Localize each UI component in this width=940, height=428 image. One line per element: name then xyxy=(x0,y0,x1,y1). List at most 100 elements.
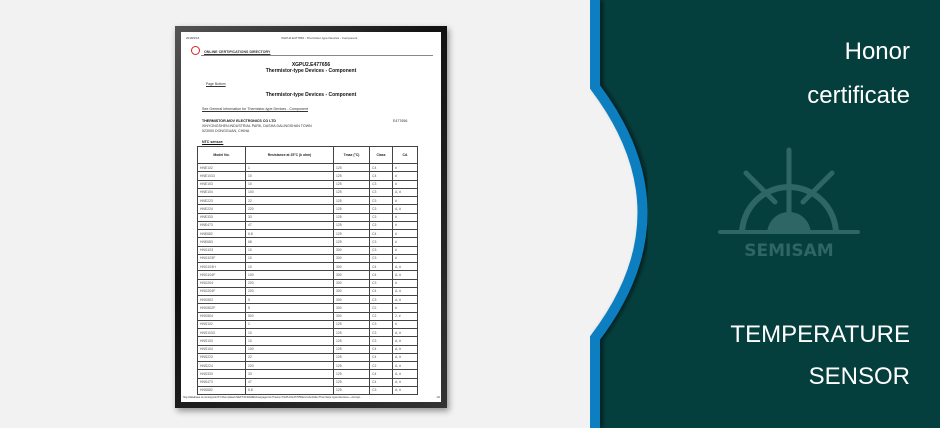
table-row: HNE473 47 125 C3 # xyxy=(197,220,418,231)
cell-resistance: 220 xyxy=(245,204,334,214)
cell-tmax: 125 xyxy=(333,179,370,189)
cell-ca: 2, # xyxy=(392,311,418,321)
cell-tmax: 300 xyxy=(333,294,370,305)
cell-ca: A, # xyxy=(392,261,418,272)
table-row: HNE103 10 125 C3 # xyxy=(197,179,418,189)
cell-model: HNG103 xyxy=(197,245,246,255)
cell-ca: A, # xyxy=(392,336,418,346)
cell-ca: # xyxy=(392,237,418,247)
certificate-document: 2018/2/16 XGPU2.E477656 - Thermistor-typ… xyxy=(181,32,441,402)
cell-ca: # xyxy=(392,220,418,231)
cell-resistance: 33 xyxy=(245,212,334,222)
cell-model: HNG103H xyxy=(197,261,246,272)
cell-ca: A, # xyxy=(392,294,418,305)
ul-logo-icon xyxy=(191,46,200,55)
cell-tmax: 125 xyxy=(333,212,370,222)
table-row: HNE224 220 125 C3 A, # xyxy=(197,204,418,214)
cell-class: C4 xyxy=(369,270,393,280)
cell-ca: # xyxy=(392,303,418,313)
cell-class: C3 xyxy=(369,212,393,222)
address-line-2: 523000 DONGGUAN, CHINA xyxy=(202,129,250,133)
cell-ca: # xyxy=(392,319,418,330)
cell-class: C4 xyxy=(369,369,393,379)
cell-tmax: 125 xyxy=(333,195,370,206)
cell-tmax: 300 xyxy=(333,253,370,264)
general-info-link[interactable]: See General Information for Thermistor-t… xyxy=(202,107,308,111)
cell-model: HNS103 xyxy=(197,336,246,346)
cell-ca: A, # xyxy=(392,344,418,354)
footer-url: http://database.ul.com/cgi-bin/XYV/templ… xyxy=(183,396,363,399)
table-row: HNS473 47 125 C4 A, # xyxy=(197,377,418,387)
honor-label: Honor xyxy=(844,38,910,65)
cell-resistance: 33 xyxy=(245,369,334,379)
table-row: HNS224 220 125 C2 A, # xyxy=(197,360,418,371)
cell-model: HNG502F xyxy=(197,303,246,313)
cell-model: HNS223 xyxy=(197,352,246,363)
page-bottom-link[interactable]: Page Bottom xyxy=(206,82,226,86)
cell-model: HNG502 xyxy=(197,294,246,305)
semisam-logo: SEMISAM xyxy=(718,147,860,261)
cell-resistance: 10 xyxy=(245,179,334,189)
table-row: HNS103 10 125 C3 A, # xyxy=(197,336,418,346)
cell-tmax: 125 xyxy=(333,220,370,231)
cell-model: HNE103 xyxy=(197,179,246,189)
cell-class: C4 xyxy=(369,171,393,181)
cell-class: C4 xyxy=(369,352,393,363)
cell-tmax: 300 xyxy=(333,261,370,272)
certification-table: Model No. Resistance at 25°C (k ohm) Tma… xyxy=(197,146,418,396)
table-row: HNS223 22 125 C4 A, # xyxy=(197,352,418,363)
cell-class: C4 xyxy=(369,162,393,173)
table-row: HNE104 100 125 C3 A, # xyxy=(197,187,418,198)
cell-class: C3 xyxy=(369,187,393,198)
cell-tmax: 300 xyxy=(333,303,370,313)
table-row: HNE683 68 125 C3 # xyxy=(197,237,418,247)
cell-tmax: 125 xyxy=(333,344,370,354)
table-row: HNG504 500 300 C2 2, # xyxy=(197,311,418,321)
cell-ca: # xyxy=(392,179,418,189)
doc-title: Thermistor-type Devices - Component xyxy=(265,68,357,74)
cell-ca: A, # xyxy=(392,385,418,396)
doc-code: XGPU2.E477656 xyxy=(291,62,331,68)
cell-tmax: 125 xyxy=(333,360,370,371)
cell-model: HNE682 xyxy=(197,228,246,239)
cell-resistance: 6.8 xyxy=(245,385,334,396)
cell-model: HNS333 xyxy=(197,369,246,379)
table-row: HNS333 33 125 C4 A, # xyxy=(197,369,418,379)
cell-tmax: 125 xyxy=(333,327,370,338)
cell-resistance: 100 xyxy=(245,187,334,198)
cell-class: C3 xyxy=(369,278,393,288)
header-date: 2018/2/16 xyxy=(186,36,200,40)
cell-class: C4 xyxy=(369,286,393,297)
col-ca: CA xyxy=(392,146,418,164)
cell-class: C3 xyxy=(369,253,393,264)
cell-model: HNS1033 xyxy=(197,327,246,338)
cell-class: C3 xyxy=(369,204,393,214)
table-row: HNG502 5 300 C3 A, # xyxy=(197,294,418,305)
cell-tmax: 300 xyxy=(333,286,370,297)
cell-ca: # xyxy=(392,171,418,181)
cell-resistance: 500 xyxy=(245,311,334,321)
cell-tmax: 125 xyxy=(333,352,370,363)
cell-model: HNS104 xyxy=(197,344,246,354)
cell-model: HNS682 xyxy=(197,385,246,396)
table-row: HNE1033 10 125 C4 # xyxy=(197,171,418,181)
cell-ca: A, # xyxy=(392,377,418,387)
cell-class: C4 xyxy=(369,344,393,354)
cell-resistance: 200 xyxy=(245,286,334,297)
cell-tmax: 125 xyxy=(333,319,370,330)
cell-tmax: 125 xyxy=(333,336,370,346)
cell-resistance: 5 xyxy=(245,303,334,313)
cell-ca: A, # xyxy=(392,187,418,198)
sensor-label: SENSOR xyxy=(808,363,910,390)
cell-tmax: 125 xyxy=(333,162,370,173)
table-row: HNG103H 10 300 C4 A, # xyxy=(197,261,418,272)
cell-tmax: 300 xyxy=(333,311,370,321)
cell-resistance: 47 xyxy=(245,377,334,387)
col-tmax: Tmax (°C) xyxy=(333,146,370,164)
cell-resistance: 10 xyxy=(245,245,334,255)
cell-class: C2 xyxy=(369,303,393,313)
directory-title: ONLINE CERTIFICATIONS DIRECTORY xyxy=(204,50,271,54)
cell-resistance: 220 xyxy=(245,360,334,371)
cell-model: HNS224 xyxy=(197,360,246,371)
col-class: Class xyxy=(369,146,393,164)
